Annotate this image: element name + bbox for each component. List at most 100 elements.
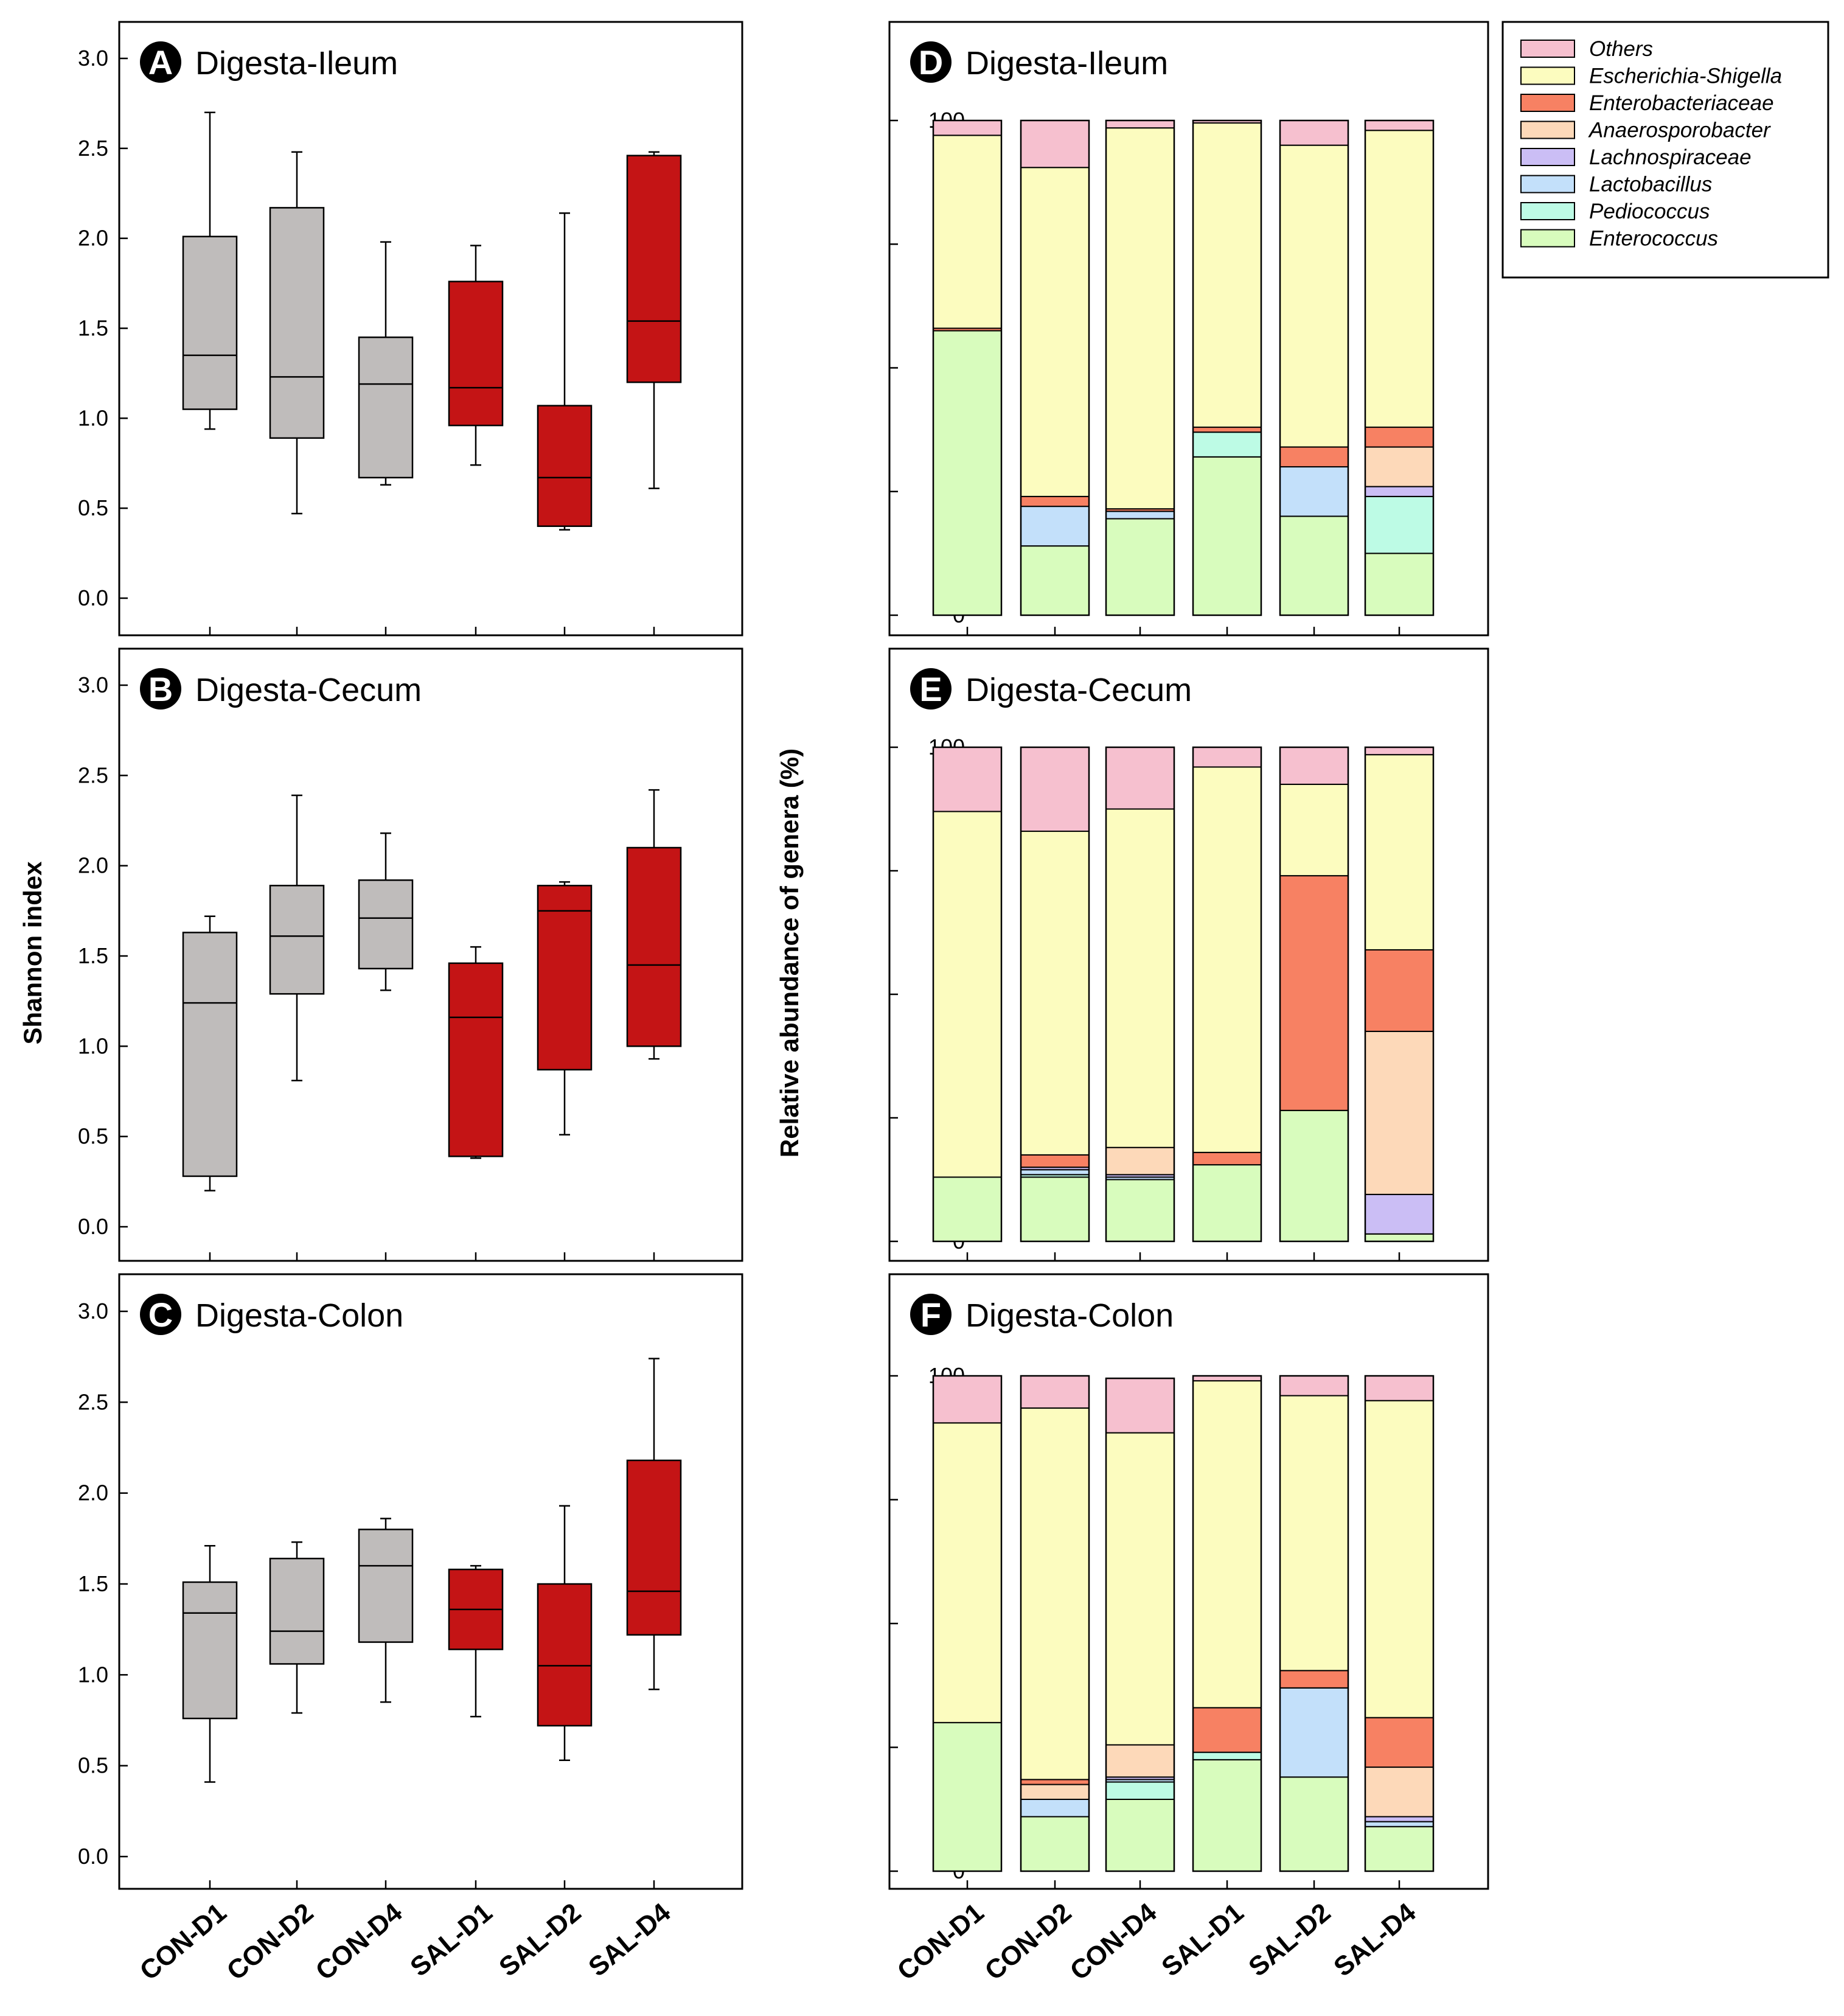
- panel-letter-badge: [910, 668, 952, 710]
- segment-enterococcus: [1105, 518, 1175, 616]
- bar-con-d4: [1105, 746, 1175, 1243]
- segment-enterobacteriaceae: [1279, 1670, 1349, 1689]
- segment-enterococcus: [933, 1176, 1002, 1242]
- y-tick-label: 2.5: [78, 136, 108, 161]
- bar-sal-d2: [1279, 746, 1349, 1243]
- segment-enterococcus: [1192, 1164, 1262, 1243]
- segment-enterococcus: [1365, 1233, 1434, 1242]
- legend-swatch: [1520, 40, 1575, 58]
- panel-letter-badge: [140, 41, 181, 83]
- box-iqr: [182, 932, 238, 1177]
- segment-escherichia-shigella: [1365, 754, 1434, 950]
- segment-others: [1279, 1375, 1349, 1397]
- bar-con-d1: [932, 746, 1003, 1243]
- bar-con-d4: [1105, 119, 1175, 616]
- box-iqr: [182, 1581, 238, 1720]
- segment-others: [1365, 1375, 1434, 1401]
- panel-letter-badge: [910, 1294, 952, 1335]
- box-sal-d2: [537, 1505, 593, 1761]
- box-iqr: [537, 1583, 593, 1727]
- y-tick-label: 2.0: [78, 226, 108, 251]
- segment-enterococcus: [1020, 545, 1090, 616]
- segment-others: [933, 1375, 1002, 1424]
- panel-letter: A: [148, 43, 173, 82]
- bar-outline: [932, 119, 1003, 616]
- segment-escherichia-shigella: [933, 1422, 1002, 1723]
- segment-others: [1020, 747, 1090, 832]
- segment-enterobacteriaceae: [1279, 446, 1349, 468]
- segment-enterobacteriaceae: [1365, 1717, 1434, 1768]
- box-sal-d4: [626, 151, 682, 489]
- segment-escherichia-shigella: [1279, 144, 1349, 448]
- segment-escherichia-shigella: [933, 811, 1002, 1178]
- bar-con-d1: [932, 119, 1003, 616]
- panel-letter: E: [919, 670, 942, 708]
- box-iqr: [269, 207, 325, 439]
- bar-sal-d1: [1192, 746, 1262, 1243]
- segment-enterococcus: [1192, 1759, 1262, 1872]
- segment-lactobacillus: [1020, 1798, 1090, 1818]
- x-category-label: CON-D1: [892, 1897, 990, 1986]
- abundance-axis-label: Relative abundance of genera (%): [775, 748, 804, 1157]
- legend-label: Anaerosporobacter: [1588, 119, 1771, 142]
- bar-outline: [1020, 119, 1090, 616]
- segment-anaerosporobacter: [1365, 1030, 1434, 1195]
- segment-lactobacillus: [1365, 1821, 1434, 1827]
- bar-sal-d4: [1364, 119, 1435, 616]
- segment-escherichia-shigella: [1105, 127, 1175, 510]
- segment-lactobacillus: [1020, 1169, 1090, 1176]
- y-tick-label: 3.0: [78, 672, 108, 697]
- panel-b: B Digesta-Cecum 0.0 0.5 1.0 1.5 2.0 2.5 3.0: [78, 647, 743, 1262]
- segment-escherichia-shigella: [1192, 1380, 1262, 1709]
- box-iqr: [358, 879, 414, 970]
- segment-escherichia-shigella: [1020, 167, 1090, 497]
- y-tick-label: 2.0: [78, 1481, 108, 1505]
- y-tick-label: 0.0: [78, 1214, 108, 1239]
- segment-others: [933, 747, 1002, 812]
- bar-con-d2: [1020, 746, 1090, 1243]
- bar-con-d1: [932, 1375, 1003, 1872]
- panel-title: Digesta-Ileum: [195, 45, 398, 82]
- segment-enterococcus: [1020, 1816, 1090, 1872]
- legend-label: Enterococcus: [1589, 227, 1718, 251]
- x-category-label: SAL-D1: [405, 1897, 498, 1983]
- legend-label: Lachnospiraceae: [1589, 145, 1752, 169]
- box-iqr: [269, 1557, 325, 1665]
- box-iqr: [182, 235, 238, 410]
- bar-outline: [932, 1375, 1003, 1872]
- segment-enterococcus: [1279, 515, 1349, 616]
- panel-title: Digesta-Cecum: [195, 672, 422, 708]
- panel-title: Digesta-Ileum: [965, 45, 1168, 82]
- bar-outline: [1192, 1375, 1262, 1872]
- y-tick-label: 1.0: [78, 405, 108, 430]
- box-sal-d1: [448, 946, 504, 1159]
- segment-enterobacteriaceae: [1192, 1707, 1262, 1753]
- segment-enterococcus: [1279, 1109, 1349, 1242]
- x-category-label: CON-D1: [134, 1897, 232, 1986]
- legend-label: Pediococcus: [1589, 200, 1710, 223]
- segment-escherichia-shigella: [1105, 808, 1175, 1148]
- legend-label: Enterobacteriaceae: [1589, 91, 1774, 115]
- segment-escherichia-shigella: [1279, 783, 1349, 877]
- segment-enterococcus: [1365, 1826, 1434, 1872]
- bar-sal-d2: [1279, 1375, 1349, 1872]
- bar-con-d4: [1105, 1377, 1175, 1872]
- bar-con-d2: [1020, 119, 1090, 616]
- box-sal-d1: [448, 245, 504, 466]
- segment-others: [1192, 747, 1262, 768]
- x-category-label: CON-D4: [1065, 1897, 1163, 1986]
- x-category-label: SAL-D2: [493, 1897, 586, 1983]
- legend-swatch: [1520, 202, 1575, 220]
- segment-others: [1279, 120, 1349, 146]
- y-tick-label: 3.0: [78, 1299, 108, 1324]
- bar-outline: [1192, 119, 1262, 616]
- segment-enterococcus: [1105, 1179, 1175, 1242]
- bar-outline: [1364, 1375, 1435, 1872]
- y-tick-label: 1.5: [78, 1571, 108, 1596]
- x-category-label: SAL-D4: [583, 1897, 677, 1983]
- bar-outline: [1105, 1377, 1175, 1872]
